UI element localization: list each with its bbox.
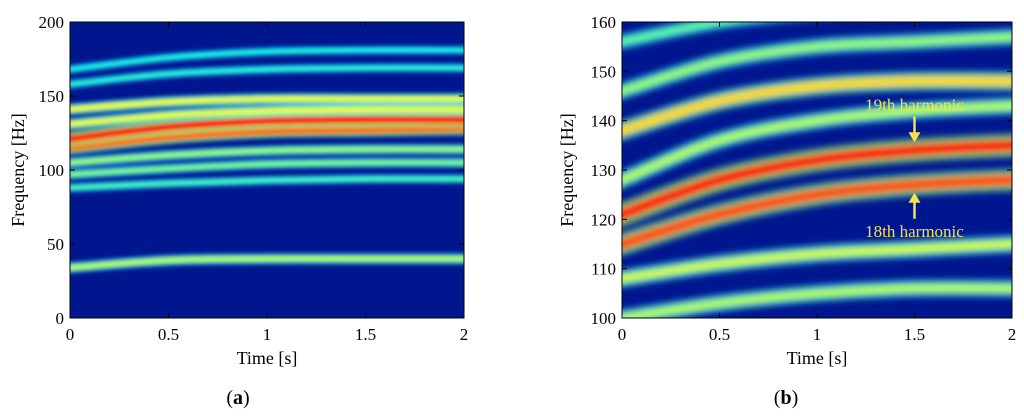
x-tick-label: 2 [1008,325,1017,344]
ridge-line [70,146,464,166]
y-tick-label: 120 [591,210,617,229]
ridge-line [70,95,464,113]
annotation-label: 18th harmonic [865,222,964,241]
ridge-group-a [70,45,464,273]
annotation-arrow-head [908,192,921,203]
x-axis-label-a: Time [s] [237,348,298,368]
x-ticks-b: 0 0.5 1 1.5 2 [618,22,1017,344]
ridge-line [622,32,1012,96]
y-axis-label-b: Frequency [Hz] [557,113,577,226]
annotation-label: 19th harmonic [865,95,964,114]
ridge-line [70,115,464,143]
ridge-line [70,47,464,72]
caption-letter-a: a [233,387,243,409]
ridge-line [70,176,464,191]
caption-b: (b) [774,387,798,409]
annotation-arrow-head [908,132,921,143]
ridge-line [70,159,464,178]
ridge-line [70,106,464,128]
y-tick-label: 50 [47,235,64,254]
ridge-line [70,65,464,87]
y-ticks-a: 0 50 100 150 200 [39,13,464,328]
x-tick-label: 0.5 [158,325,179,344]
y-tick-label: 0 [56,309,65,328]
x-tick-label: 1.5 [355,325,376,344]
y-tick-label: 150 [591,62,617,81]
y-tick-label: 150 [39,87,65,106]
ridge-line [70,124,464,152]
x-tick-label: 1 [813,325,822,344]
y-axis-label-a: Frequency [Hz] [8,113,28,226]
ridge-group-b [622,22,1012,318]
y-tick-label: 100 [591,309,617,328]
ridge-line [622,22,751,46]
y-tick-label: 100 [39,161,65,180]
y-ticks-b: 100 110 120 130 140 150 160 [591,13,1012,328]
y-tick-label: 160 [591,13,617,32]
x-tick-label: 2 [460,325,469,344]
annotations-b: 19th harmonic 18th harmonic [865,95,964,241]
ridge-line [622,173,1012,251]
x-tick-label: 1.5 [904,325,925,344]
x-tick-label: 0 [66,325,75,344]
y-tick-label: 130 [591,161,617,180]
ridge-line [622,75,1012,136]
caption-a: (a) [226,387,249,409]
ridge-line [622,139,1012,222]
x-tick-label: 1 [263,325,272,344]
x-axis-label-b: Time [s] [787,348,848,368]
y-tick-label: 110 [591,260,616,279]
y-tick-label: 200 [39,13,65,32]
spectrogram-panel-b: 0 0.5 1 1.5 2 100 110 120 130 140 150 160 19th har… [557,13,1017,409]
x-ticks-a: 0 0.5 1 1.5 2 [66,22,469,344]
x-tick-label: 0.5 [709,325,730,344]
x-tick-label: 0 [618,325,627,344]
y-tick-label: 140 [591,112,617,131]
ridge-line [622,239,1012,284]
ridge-line [70,255,464,271]
ridge-line [622,101,1012,185]
caption-letter-b: b [780,387,791,409]
spectrogram-panel-a: 0 0.5 1 1.5 2 0 50 100 150 200 Time [s] Frequenc… [8,13,469,409]
